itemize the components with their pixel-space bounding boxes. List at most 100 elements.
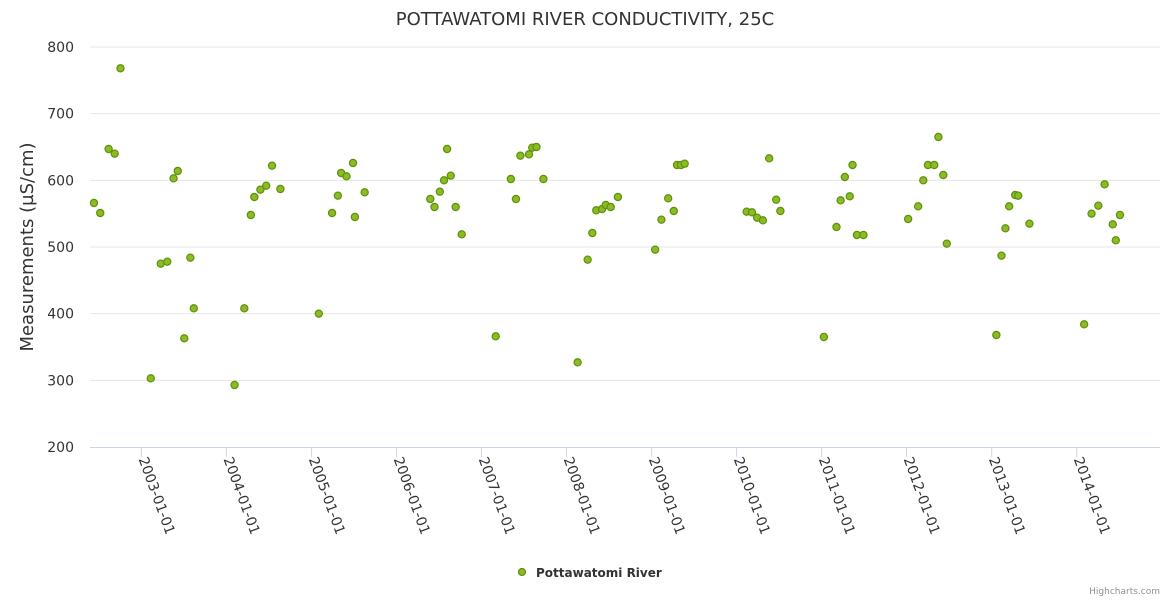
data-point[interactable] <box>836 196 845 205</box>
data-point[interactable] <box>997 251 1006 260</box>
data-point[interactable] <box>913 202 923 211</box>
data-point[interactable] <box>169 174 178 183</box>
data-point[interactable] <box>819 332 829 342</box>
data-point[interactable] <box>832 222 841 232</box>
data-point[interactable] <box>342 172 351 181</box>
data-point[interactable] <box>573 358 582 367</box>
data-point[interactable] <box>1025 219 1034 228</box>
data-point[interactable] <box>110 149 119 158</box>
data-point[interactable] <box>1004 202 1014 211</box>
data-point[interactable] <box>1079 320 1089 329</box>
data-point[interactable] <box>180 334 189 343</box>
legend-marker <box>517 567 527 577</box>
data-point[interactable] <box>261 181 271 190</box>
data-point[interactable] <box>1115 210 1125 220</box>
data-point[interactable] <box>426 194 435 204</box>
data-point[interactable] <box>451 202 460 212</box>
data-point[interactable] <box>1100 180 1109 189</box>
data-point[interactable] <box>992 330 1001 340</box>
data-point[interactable] <box>146 374 155 383</box>
data-point[interactable] <box>583 255 592 264</box>
y-tick-label: 700 <box>47 107 74 123</box>
data-point[interactable] <box>657 215 666 224</box>
data-point[interactable] <box>506 174 516 184</box>
credits-link[interactable]: Highcharts.com <box>1089 587 1160 597</box>
data-point[interactable] <box>439 176 449 185</box>
data-point[interactable] <box>446 171 455 180</box>
data-point[interactable] <box>606 202 615 212</box>
data-point[interactable] <box>333 191 343 200</box>
data-point[interactable] <box>89 198 99 208</box>
data-point[interactable] <box>327 208 337 218</box>
data-point[interactable] <box>163 257 172 266</box>
chart-title: POTTAWATOMI RIVER CONDUCTIVITY, 25C <box>396 9 774 30</box>
data-point[interactable] <box>1001 224 1010 233</box>
data-point[interactable] <box>1014 191 1023 200</box>
data-point[interactable] <box>939 170 948 180</box>
data-point[interactable] <box>511 194 521 204</box>
data-point[interactable] <box>350 212 360 222</box>
data-point[interactable] <box>539 174 548 184</box>
data-point[interactable] <box>532 142 541 152</box>
data-point[interactable] <box>186 253 195 262</box>
x-tick-label: 2004-01-01 <box>220 455 263 537</box>
data-point[interactable] <box>246 210 256 220</box>
data-point[interactable] <box>116 64 125 73</box>
x-tick-label: 2010-01-01 <box>730 455 773 537</box>
data-point[interactable] <box>348 158 358 168</box>
y-tick-label: 800 <box>47 40 74 56</box>
data-point[interactable] <box>524 150 534 159</box>
data-point[interactable] <box>747 208 757 217</box>
y-tick-label: 500 <box>47 240 74 256</box>
data-point[interactable] <box>189 304 199 313</box>
legend[interactable]: Pottawatomi River <box>517 566 662 580</box>
data-point[interactable] <box>457 230 466 239</box>
data-point[interactable] <box>771 195 781 204</box>
data-point[interactable] <box>267 161 277 170</box>
data-point[interactable] <box>848 160 857 170</box>
data-point[interactable] <box>650 245 660 254</box>
data-point[interactable] <box>1111 236 1120 245</box>
data-point[interactable] <box>663 194 673 203</box>
y-tick-label: 200 <box>47 440 74 456</box>
data-point[interactable] <box>104 144 113 154</box>
data-point[interactable] <box>942 239 951 248</box>
data-point[interactable] <box>930 160 939 170</box>
data-point[interactable] <box>903 214 913 224</box>
data-point[interactable] <box>360 188 369 197</box>
data-point[interactable] <box>919 176 928 185</box>
data-point[interactable] <box>764 154 774 163</box>
data-point[interactable] <box>1087 209 1096 218</box>
data-point[interactable] <box>276 184 285 194</box>
data-point[interactable] <box>314 309 324 318</box>
data-point[interactable] <box>250 192 259 202</box>
data-point[interactable] <box>758 216 768 225</box>
gridlines <box>90 46 1160 381</box>
x-tick-label: 2014-01-01 <box>1070 455 1113 537</box>
data-point[interactable] <box>491 332 500 341</box>
data-point[interactable] <box>1108 220 1117 229</box>
data-point[interactable] <box>934 132 943 142</box>
data-point[interactable] <box>96 208 105 218</box>
data-point[interactable] <box>1094 201 1103 210</box>
data-point[interactable] <box>430 202 439 212</box>
data-point[interactable] <box>230 380 239 390</box>
data-point[interactable] <box>776 206 785 216</box>
data-point[interactable] <box>256 185 265 194</box>
data-point[interactable] <box>173 166 182 176</box>
data-point[interactable] <box>845 192 854 201</box>
data-point[interactable] <box>435 187 445 196</box>
data-point[interactable] <box>442 144 452 154</box>
x-tick-label: 2007-01-01 <box>475 455 518 537</box>
data-point[interactable] <box>680 159 689 168</box>
legend-label: Pottawatomi River <box>536 566 662 580</box>
data-point[interactable] <box>588 228 597 238</box>
data-point[interactable] <box>840 172 850 182</box>
data-point[interactable] <box>240 304 249 313</box>
x-tick-label: 2012-01-01 <box>900 455 943 537</box>
x-tick-label: 2006-01-01 <box>390 455 433 537</box>
data-point[interactable] <box>859 230 868 240</box>
data-point[interactable] <box>613 192 623 202</box>
data-point[interactable] <box>516 151 525 160</box>
data-point[interactable] <box>669 206 678 216</box>
